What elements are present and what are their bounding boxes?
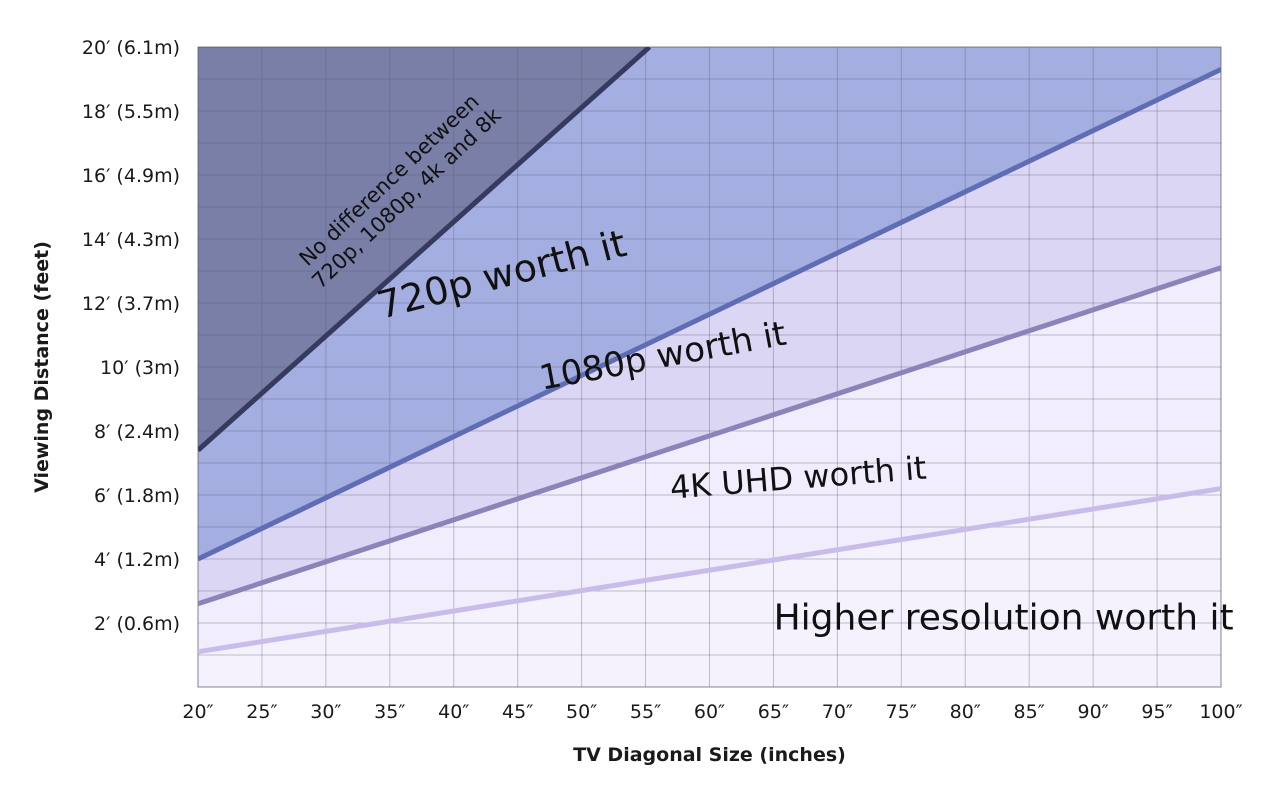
- x-tick-label: 50″: [566, 701, 597, 723]
- x-tick-label: 25″: [246, 701, 277, 723]
- x-tick-label: 40″: [438, 701, 469, 723]
- y-tick-label: 2′ (0.6m): [94, 613, 180, 635]
- y-axis-title: Viewing Distance (feet): [31, 241, 53, 493]
- x-tick-label: 45″: [502, 701, 533, 723]
- x-tick-label: 65″: [758, 701, 789, 723]
- threshold-lines-layer: [198, 47, 1221, 655]
- line-no-difference-threshold: [198, 47, 652, 453]
- plot-border: [197, 46, 1222, 688]
- y-tick-label: 10′ (3m): [100, 357, 180, 379]
- y-tick-label: 16′ (4.9m): [82, 165, 180, 187]
- x-tick-label: 90″: [1077, 701, 1108, 723]
- line-1080p-threshold: [198, 265, 1221, 607]
- x-tick-label: 60″: [694, 701, 725, 723]
- y-tick-label: 18′ (5.5m): [82, 101, 180, 123]
- y-tick-label: 8′ (2.4m): [94, 421, 180, 443]
- y-tick-label: 12′ (3.7m): [82, 293, 180, 315]
- line-4k-threshold: [198, 486, 1221, 655]
- region-higher-resolution: [198, 488, 1221, 687]
- x-tick-label: 80″: [950, 701, 981, 723]
- line-720p-threshold: [198, 67, 1221, 562]
- y-tick-labels: 2′ (0.6m) 4′ (1.2m) 6′ (1.8m) 8′ (2.4m) 10′ …: [82, 37, 180, 635]
- y-tick-label: 4′ (1.2m): [94, 549, 180, 571]
- x-tick-label: 30″: [310, 701, 341, 723]
- x-tick-label: 75″: [886, 701, 917, 723]
- grid-layer: [197, 46, 1222, 688]
- x-tick-label: 100″: [1199, 701, 1242, 723]
- x-tick-label: 85″: [1014, 701, 1045, 723]
- x-tick-labels: 20″ 25″ 30″ 35″ 40″ 45″ 50″ 55″ 60″ 65″ 70″ 75″ 80″ 8…: [182, 701, 1242, 723]
- x-tick-label: 35″: [374, 701, 405, 723]
- x-tick-label: 70″: [822, 701, 853, 723]
- y-tick-label: 6′ (1.8m): [94, 485, 180, 507]
- x-axis-title: TV Diagonal Size (inches): [573, 744, 846, 766]
- y-tick-label: 14′ (4.3m): [82, 229, 180, 251]
- x-tick-label: 20″: [182, 701, 213, 723]
- x-tick-label: 95″: [1141, 701, 1172, 723]
- label-higher-resolution: Higher resolution worth it: [774, 597, 1234, 638]
- x-tick-label: 55″: [630, 701, 661, 723]
- y-tick-label: 20′ (6.1m): [82, 37, 180, 59]
